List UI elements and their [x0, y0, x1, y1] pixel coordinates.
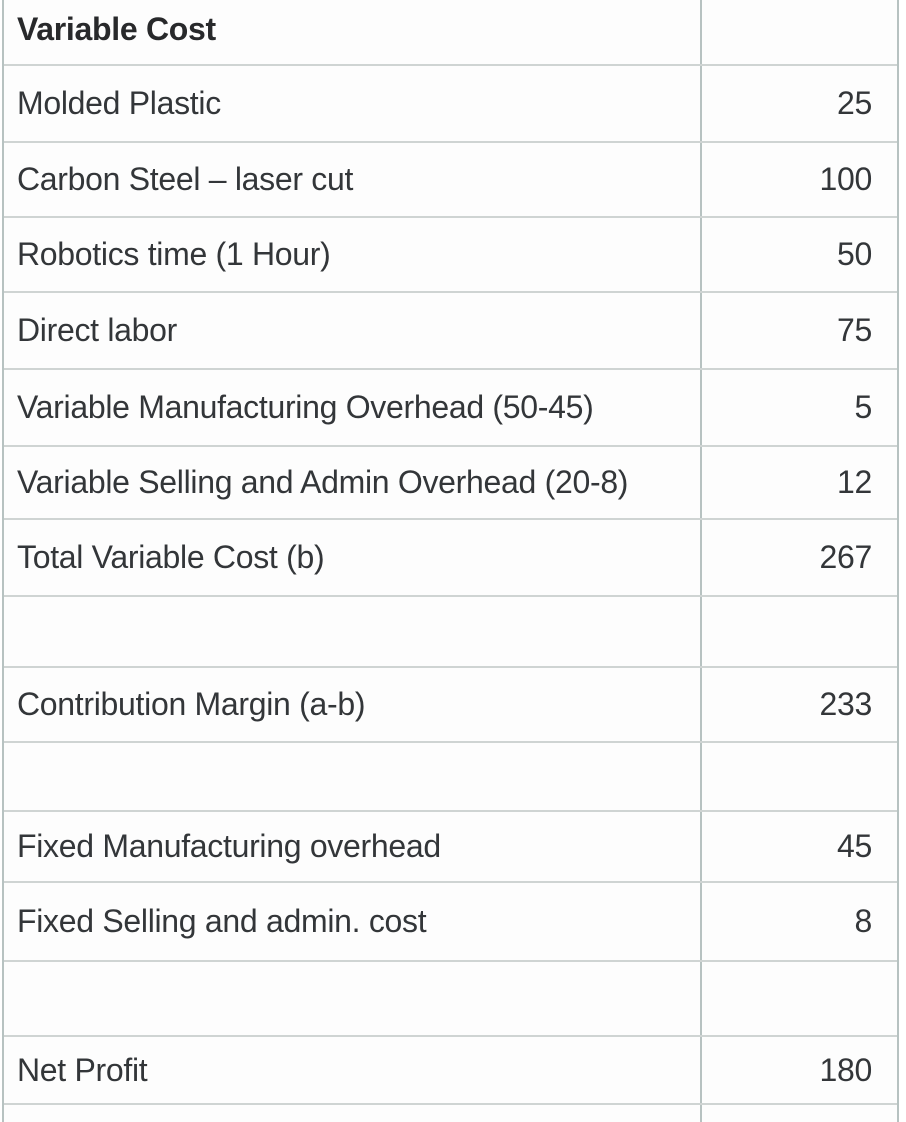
row-label: Net Profit [4, 1037, 702, 1103]
row-label: Variable Manufacturing Overhead (50-45) [4, 370, 702, 445]
table-row: Fixed Manufacturing overhead 45 [4, 812, 897, 883]
table-header-row: Variable Cost [4, 0, 897, 66]
row-value [702, 597, 897, 666]
row-label: Contribution Margin (a-b) [4, 668, 702, 741]
row-value: 12 [837, 464, 872, 500]
row-value: 75 [837, 312, 872, 348]
row-label: Variable Selling and Admin Overhead (20-… [4, 447, 702, 518]
row-value [702, 743, 897, 810]
row-label [4, 743, 702, 810]
row-value: 5 [854, 389, 873, 425]
row-label [4, 1105, 702, 1122]
row-value: 233 [819, 686, 873, 722]
row-value: 180 [819, 1051, 873, 1088]
row-value: 100 [819, 161, 873, 197]
table-row: Molded Plastic 25 [4, 66, 897, 143]
row-value: 45 [837, 828, 872, 864]
table-row: Net Profit 180 [4, 1037, 897, 1105]
table-row: Total Variable Cost (b) 267 [4, 520, 897, 597]
row-label [4, 962, 702, 1035]
row-label: Total Variable Cost (b) [4, 520, 702, 595]
row-label [4, 597, 702, 666]
table-row: Robotics time (1 Hour) 50 [4, 218, 897, 293]
row-value: 50 [837, 236, 872, 272]
row-label: Fixed Selling and admin. cost [4, 883, 702, 960]
table-row: Variable Selling and Admin Overhead (20-… [4, 447, 897, 520]
table-row [4, 962, 897, 1037]
table-row [4, 597, 897, 668]
row-value: 8 [854, 903, 873, 939]
table-row: Carbon Steel – laser cut 100 [4, 143, 897, 218]
table-title: Variable Cost [4, 0, 702, 64]
row-label: Fixed Manufacturing overhead [4, 812, 702, 881]
row-label: Direct labor [4, 293, 702, 368]
table-row: Direct labor 75 [4, 293, 897, 370]
table-row: Variable Manufacturing Overhead (50-45) 5 [4, 370, 897, 447]
table-row: Fixed Selling and admin. cost 8 [4, 883, 897, 962]
row-label: Carbon Steel – laser cut [4, 143, 702, 216]
row-label: Molded Plastic [4, 66, 702, 141]
row-value: 267 [819, 539, 873, 575]
table-row: Contribution Margin (a-b) 233 [4, 668, 897, 743]
row-label: Robotics time (1 Hour) [4, 218, 702, 291]
row-value: 25 [837, 85, 872, 121]
header-value-cell [702, 0, 897, 64]
row-value [702, 962, 897, 1035]
table-row [4, 1105, 897, 1122]
row-value [702, 1105, 897, 1122]
table-row [4, 743, 897, 812]
